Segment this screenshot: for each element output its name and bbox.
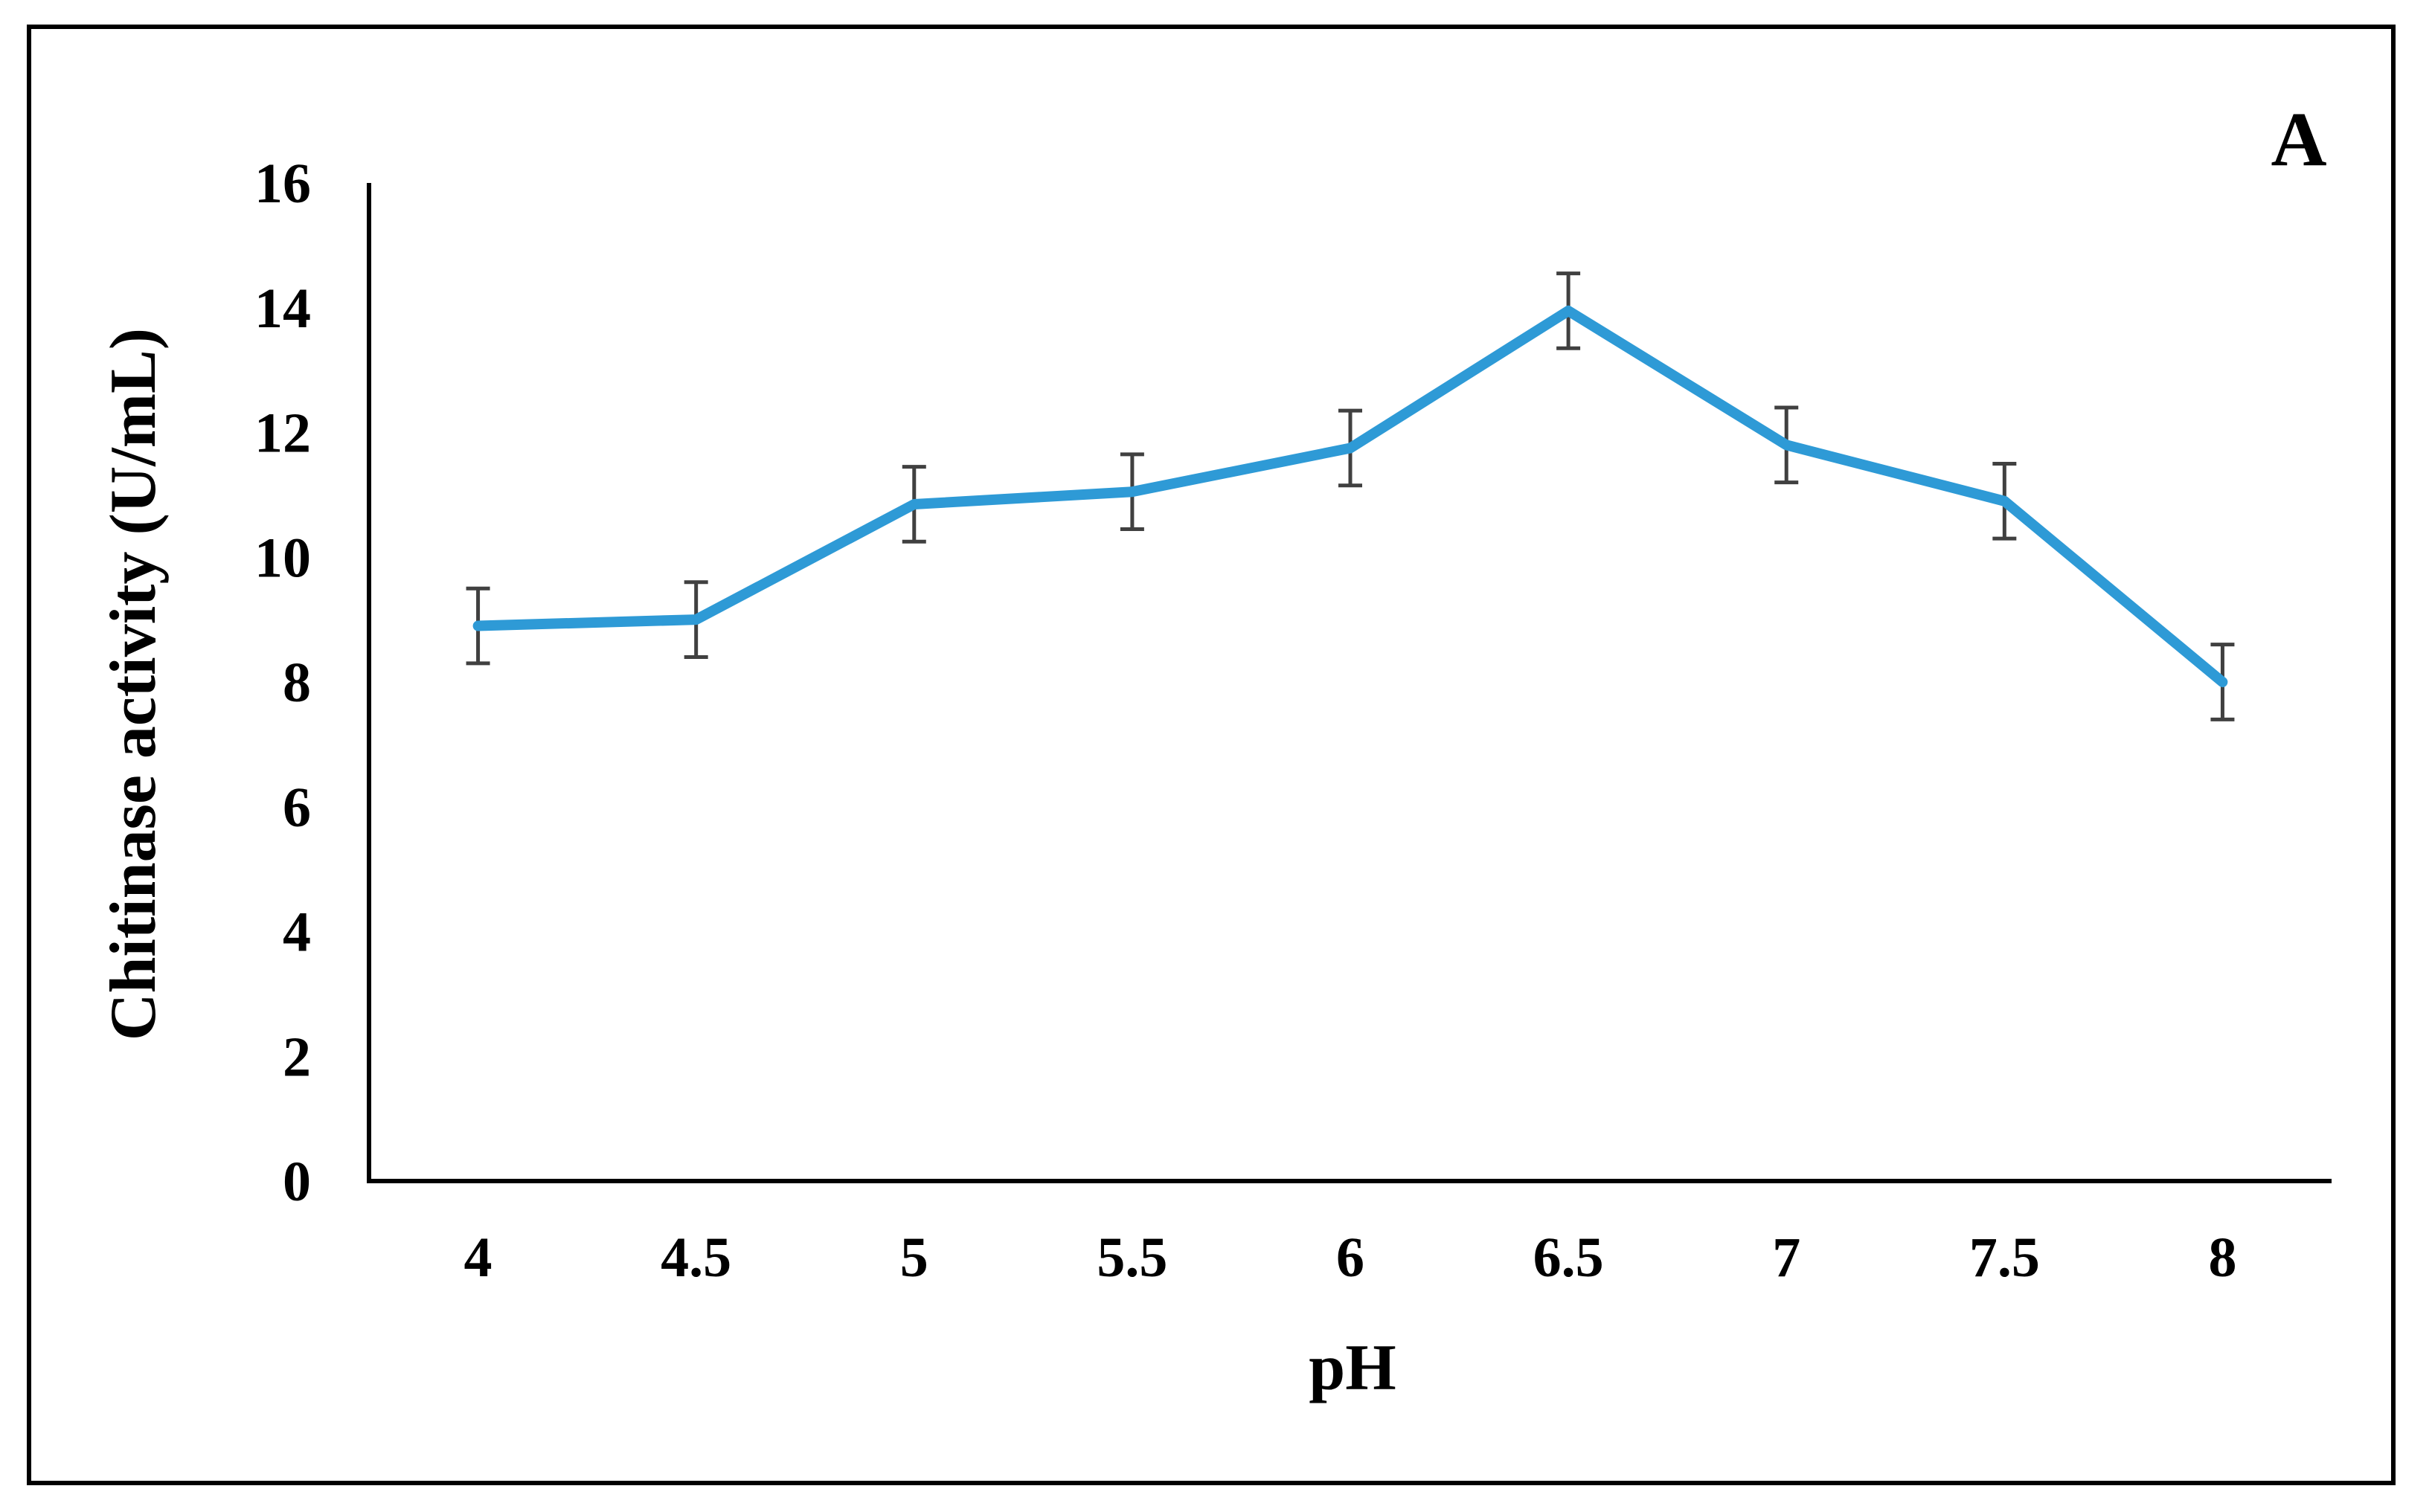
x-tick-label-6: 7 [1772, 1226, 1800, 1289]
y-tick-label-4: 8 [283, 652, 311, 714]
x-tick-label-5: 6.5 [1533, 1226, 1604, 1289]
y-tick-label-1: 2 [283, 1026, 311, 1088]
y-tick-label-3: 6 [283, 776, 311, 839]
x-tick-label-7: 7.5 [1969, 1226, 2040, 1289]
panel-label: A [2271, 97, 2326, 182]
y-tick-label-7: 14 [254, 277, 311, 340]
y-tick-label-8: 16 [254, 152, 311, 215]
figure-frame [27, 25, 2396, 1485]
x-tick-label-1: 4.5 [661, 1226, 731, 1289]
x-tick-label-0: 4 [464, 1226, 493, 1289]
series-line-0 [472, 305, 2228, 687]
x-tick-label-3: 5.5 [1097, 1226, 1167, 1289]
series-group [472, 305, 2228, 687]
y-tick-label-2: 4 [283, 901, 311, 964]
y-tick-label-0: 0 [283, 1151, 311, 1213]
x-tick-label-4: 6 [1336, 1226, 1364, 1289]
x-axis-title: pH [1309, 1332, 1396, 1404]
y-tick-label-6: 12 [254, 402, 311, 465]
x-tick-label-2: 5 [900, 1226, 928, 1289]
y-tick-label-5: 10 [254, 527, 311, 589]
y-axis-tick-labels: 0 2 4 6 8 10 12 14 16 [254, 152, 311, 1213]
x-axis-tick-labels: 4 4.5 5 5.5 6 6.5 7 7.5 8 [464, 1226, 2237, 1289]
axes [367, 183, 2332, 1183]
y-axis-title: Chitinase activity (U/mL) [97, 328, 170, 1040]
x-tick-label-8: 8 [2208, 1226, 2236, 1289]
